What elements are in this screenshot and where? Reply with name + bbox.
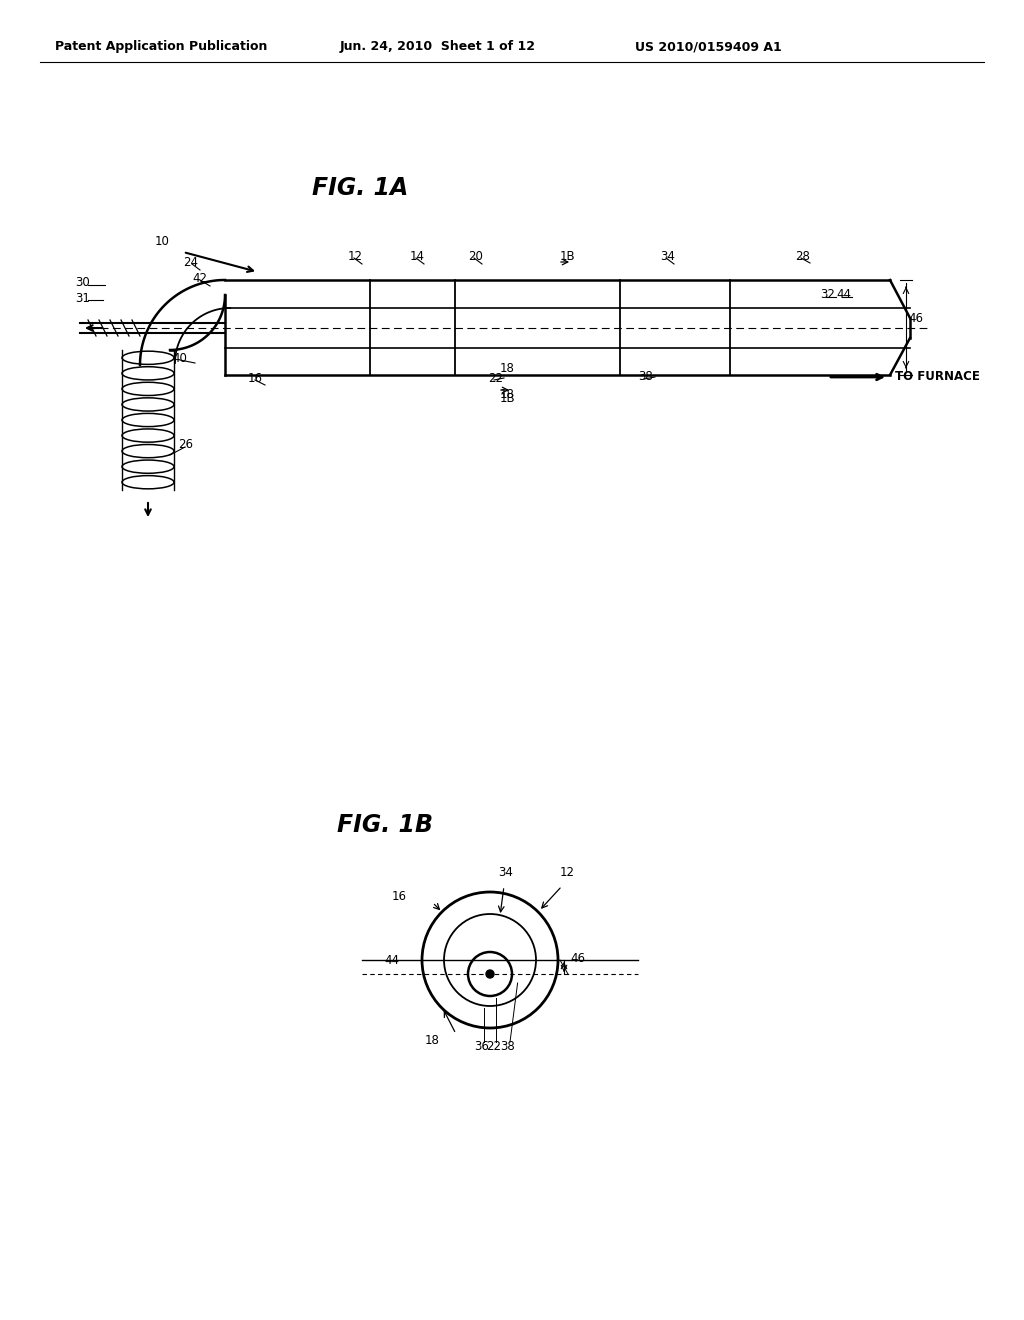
Text: FIG. 1B: FIG. 1B xyxy=(337,813,433,837)
Text: 32: 32 xyxy=(820,289,835,301)
Text: 30: 30 xyxy=(75,276,90,289)
Text: 20: 20 xyxy=(468,249,483,263)
Text: 44: 44 xyxy=(836,289,851,301)
Text: 22: 22 xyxy=(488,371,503,384)
Text: 12: 12 xyxy=(560,866,575,879)
Text: 38: 38 xyxy=(638,371,652,384)
Text: 10: 10 xyxy=(155,235,170,248)
Text: 46: 46 xyxy=(908,312,923,325)
Text: 28: 28 xyxy=(795,249,810,263)
Text: Patent Application Publication: Patent Application Publication xyxy=(55,40,267,53)
Text: 18: 18 xyxy=(500,362,515,375)
Text: 18: 18 xyxy=(500,388,515,401)
Text: 16: 16 xyxy=(248,371,263,384)
Text: 42: 42 xyxy=(193,272,207,285)
Text: 44: 44 xyxy=(384,954,399,968)
Text: 1B: 1B xyxy=(500,392,516,404)
Text: 24: 24 xyxy=(183,256,198,268)
Text: TO FURNACE: TO FURNACE xyxy=(895,371,980,384)
Text: FIG. 1A: FIG. 1A xyxy=(312,176,409,201)
Text: 40: 40 xyxy=(172,351,186,364)
Text: 46: 46 xyxy=(570,952,585,965)
Circle shape xyxy=(486,970,494,978)
Text: 34: 34 xyxy=(498,866,513,879)
Text: 12: 12 xyxy=(348,249,362,263)
Text: 31: 31 xyxy=(75,292,90,305)
Text: 14: 14 xyxy=(410,249,425,263)
Text: 18: 18 xyxy=(425,1034,439,1047)
Text: US 2010/0159409 A1: US 2010/0159409 A1 xyxy=(635,40,781,53)
Text: 16: 16 xyxy=(392,890,407,903)
Text: 36: 36 xyxy=(474,1040,489,1053)
Text: 38: 38 xyxy=(501,1040,515,1053)
Text: 26: 26 xyxy=(178,438,193,451)
Text: 34: 34 xyxy=(660,249,675,263)
Text: 22: 22 xyxy=(486,1040,502,1053)
Text: Jun. 24, 2010  Sheet 1 of 12: Jun. 24, 2010 Sheet 1 of 12 xyxy=(340,40,536,53)
Text: 1B: 1B xyxy=(560,249,575,263)
